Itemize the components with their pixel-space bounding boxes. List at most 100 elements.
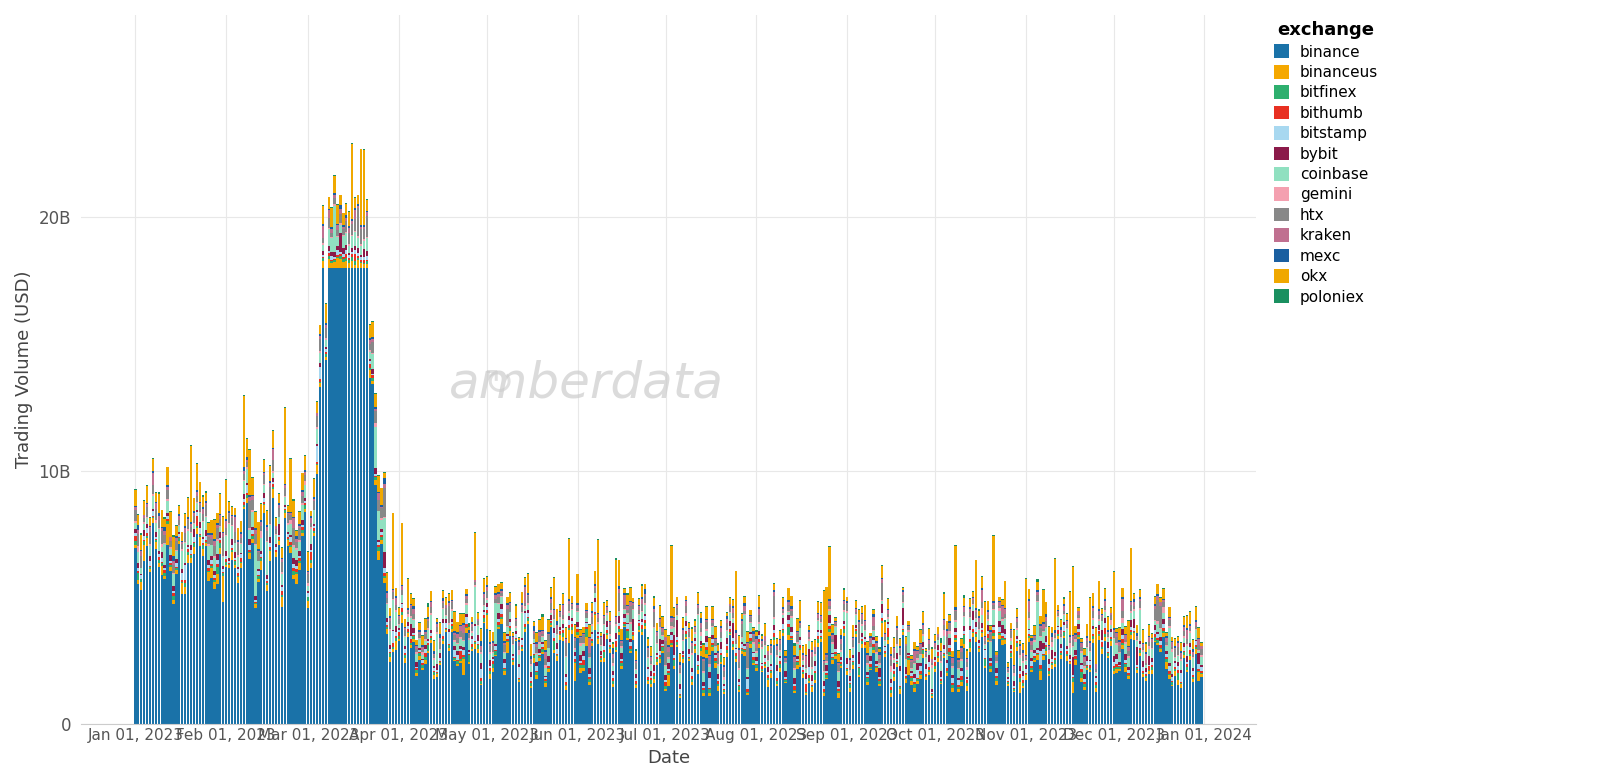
Bar xyxy=(310,544,312,550)
Bar xyxy=(1040,651,1042,665)
Bar xyxy=(709,687,710,689)
Bar xyxy=(176,526,178,536)
Bar xyxy=(451,630,453,632)
Bar xyxy=(198,535,202,537)
Bar xyxy=(678,684,682,689)
Bar xyxy=(867,665,869,672)
Bar xyxy=(960,672,963,676)
Bar xyxy=(195,510,198,512)
Bar xyxy=(243,395,245,396)
Bar xyxy=(611,671,614,675)
Bar xyxy=(530,686,531,687)
Bar xyxy=(1034,626,1035,635)
Bar xyxy=(187,562,189,723)
Bar xyxy=(248,501,251,529)
Bar xyxy=(643,596,646,603)
Bar xyxy=(896,646,898,653)
Bar xyxy=(403,646,406,648)
Bar xyxy=(286,513,290,514)
Bar xyxy=(1109,612,1112,613)
Bar xyxy=(802,670,805,673)
Bar xyxy=(363,268,365,723)
Bar xyxy=(354,220,357,231)
Bar xyxy=(1182,617,1186,626)
Bar xyxy=(882,623,883,637)
Bar xyxy=(624,588,626,590)
Bar xyxy=(278,535,280,537)
Bar xyxy=(1066,613,1067,614)
Bar xyxy=(518,664,520,667)
Bar xyxy=(181,542,184,543)
Bar xyxy=(1093,644,1094,723)
Bar xyxy=(1075,641,1077,650)
Bar xyxy=(922,658,925,723)
Bar xyxy=(966,686,968,691)
Bar xyxy=(1154,625,1155,630)
Bar xyxy=(1022,671,1024,676)
Bar xyxy=(720,632,722,637)
Bar xyxy=(642,599,643,604)
Bar xyxy=(1016,622,1018,628)
Bar xyxy=(181,569,184,573)
Bar xyxy=(875,637,878,641)
Bar xyxy=(1072,676,1074,678)
Bar xyxy=(914,661,915,663)
Bar xyxy=(642,626,643,629)
Bar xyxy=(187,519,189,520)
Bar xyxy=(213,546,216,555)
Bar xyxy=(470,649,474,651)
Bar xyxy=(453,646,456,651)
Bar xyxy=(1122,649,1123,723)
Bar xyxy=(451,626,453,630)
Bar xyxy=(987,640,989,642)
Bar xyxy=(254,528,256,530)
Bar xyxy=(1030,636,1034,638)
Bar xyxy=(914,663,915,665)
Bar xyxy=(325,304,326,323)
Bar xyxy=(653,680,654,683)
Bar xyxy=(952,683,954,685)
Bar xyxy=(469,627,470,630)
Bar xyxy=(864,631,866,637)
Bar xyxy=(714,639,717,640)
Bar xyxy=(498,603,499,604)
Bar xyxy=(374,427,376,468)
Bar xyxy=(762,669,763,671)
Bar xyxy=(283,513,286,518)
Bar xyxy=(469,634,470,638)
Text: amberdata: amberdata xyxy=(448,360,723,407)
Bar xyxy=(762,666,763,669)
Bar xyxy=(1178,662,1179,666)
Bar xyxy=(1069,590,1070,592)
Bar xyxy=(674,627,675,628)
Bar xyxy=(1101,621,1102,630)
Bar xyxy=(576,608,579,611)
Bar xyxy=(1045,622,1048,626)
Bar xyxy=(474,586,477,624)
Bar xyxy=(222,572,224,573)
Bar xyxy=(837,672,840,681)
Bar xyxy=(731,647,734,650)
Bar xyxy=(875,643,878,647)
Bar xyxy=(533,634,534,639)
Bar xyxy=(1069,640,1070,643)
Bar xyxy=(629,642,632,646)
Bar xyxy=(957,677,960,680)
Bar xyxy=(1150,648,1154,650)
Bar xyxy=(886,617,890,619)
Bar xyxy=(346,250,347,254)
Bar xyxy=(451,602,453,609)
Bar xyxy=(974,634,978,637)
Bar xyxy=(448,647,450,651)
Bar xyxy=(342,254,344,257)
Bar xyxy=(184,580,186,583)
Bar xyxy=(646,684,650,723)
Bar xyxy=(272,487,274,489)
Bar xyxy=(219,527,221,532)
Bar xyxy=(541,633,544,637)
Bar xyxy=(261,558,262,561)
Bar xyxy=(290,537,291,542)
Bar xyxy=(1112,662,1115,666)
Bar xyxy=(480,686,482,723)
Bar xyxy=(509,622,512,626)
